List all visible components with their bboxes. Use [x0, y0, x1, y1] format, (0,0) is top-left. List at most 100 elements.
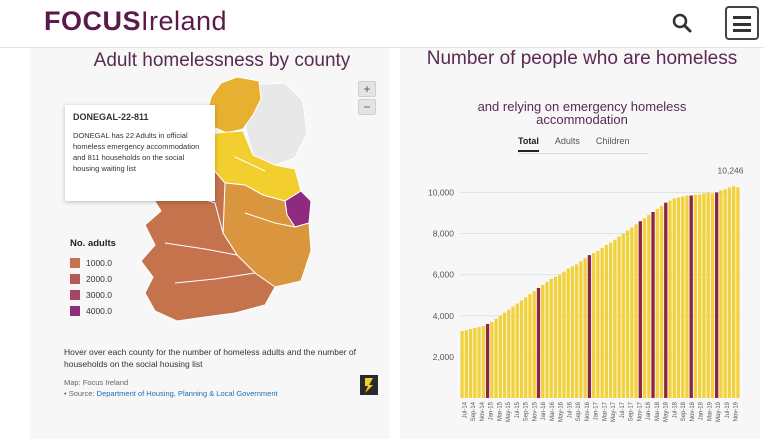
bar — [706, 192, 710, 398]
bar — [600, 247, 604, 398]
x-tick-label: Sep-14 — [471, 401, 477, 421]
bar — [642, 218, 647, 398]
bar — [541, 284, 545, 398]
bar — [604, 244, 609, 398]
x-tick-label: Jul-19 — [725, 401, 731, 418]
bar — [621, 233, 625, 398]
search-icon[interactable] — [671, 12, 693, 34]
bar — [481, 326, 485, 398]
bar — [655, 208, 659, 398]
bar — [532, 291, 536, 398]
bar — [659, 205, 664, 398]
x-tick-label: Mar-19 — [707, 401, 713, 421]
zoom-out-button[interactable]: − — [358, 99, 376, 115]
x-tick-label: May-18 — [664, 401, 670, 422]
hamburger-menu-icon[interactable] — [725, 6, 759, 40]
x-tick-label: Jul-17 — [620, 401, 626, 418]
legend-swatch — [70, 258, 80, 268]
legend-item: 3000.0 — [70, 287, 116, 303]
tab-children[interactable]: Children — [595, 136, 630, 146]
bar — [689, 195, 693, 398]
map-panel: Adult homelessness by county + − DONEGAL… — [30, 48, 390, 439]
map-credit: Map: Focus Ireland • Source: Department … — [64, 377, 278, 399]
bar — [528, 294, 532, 398]
x-tick-label: Nov-18 — [690, 401, 696, 421]
credit-map: Map: Focus Ireland — [64, 378, 129, 387]
bar — [515, 303, 519, 398]
map-legend: No. adults 1000.0 2000.0 3000.0 4000.0 — [70, 238, 116, 319]
bar — [460, 331, 464, 398]
bar — [553, 276, 558, 398]
y-tick-label: 4,000 — [433, 311, 455, 321]
y-tick-label: 6,000 — [433, 270, 455, 280]
bar — [549, 278, 553, 398]
legend-swatch — [70, 306, 80, 316]
x-tick-label: Mar-17 — [602, 401, 608, 421]
x-tick-label: Jul-15 — [515, 401, 521, 418]
legend-item: 4000.0 — [70, 303, 116, 319]
x-tick-label: Sep-18 — [681, 401, 687, 421]
bar — [485, 324, 490, 398]
bar — [668, 200, 672, 398]
bar — [685, 195, 689, 398]
x-tick-label: Nov-17 — [637, 401, 643, 421]
bar — [719, 190, 723, 398]
bar — [727, 187, 732, 398]
bar — [625, 230, 630, 398]
y-tick-label: 8,000 — [433, 229, 455, 239]
bar — [634, 224, 638, 398]
legend-item: 2000.0 — [70, 271, 116, 287]
tab-adults[interactable]: Adults — [554, 136, 580, 146]
bar — [490, 321, 494, 398]
legend-title: No. adults — [70, 238, 116, 249]
bar — [613, 239, 617, 398]
bar — [647, 215, 651, 398]
tab-total[interactable]: Total — [518, 136, 539, 152]
bar — [562, 271, 566, 398]
zoom-in-button[interactable]: + — [358, 81, 376, 97]
bar — [651, 211, 655, 398]
bar — [664, 202, 668, 398]
bar — [608, 242, 613, 398]
legend-label: 4000.0 — [86, 306, 112, 316]
bar — [494, 318, 498, 398]
bar — [566, 268, 570, 398]
x-tick-label: Nov-15 — [532, 401, 538, 421]
bar — [723, 189, 727, 398]
focus-ireland-logo[interactable]: FOCUSIreland — [44, 6, 227, 36]
bar-annotation: 10,246 — [718, 166, 744, 175]
bar — [698, 194, 702, 398]
x-tick-label: Jan-19 — [699, 401, 705, 420]
x-tick-label: Nov-16 — [585, 401, 591, 421]
bar — [464, 330, 469, 398]
x-tick-label: Jan-16 — [541, 401, 547, 420]
bar — [617, 236, 621, 398]
bar — [579, 261, 583, 398]
x-tick-label: May-15 — [506, 401, 512, 422]
bar — [710, 193, 715, 398]
bar — [693, 194, 698, 398]
x-tick-label: Mar-15 — [497, 401, 503, 421]
chart-subtitle: and relying on emergency homeless accomm… — [477, 99, 687, 127]
flourish-logo-icon[interactable] — [360, 375, 378, 395]
bar — [524, 297, 528, 398]
bar — [702, 193, 706, 398]
chart-panel: Number of people who are homeless and re… — [400, 48, 760, 439]
x-tick-label: Mar-18 — [655, 401, 661, 421]
bar — [502, 312, 507, 398]
map-instructions: Hover over each county for the number of… — [64, 347, 356, 369]
bar — [731, 186, 736, 398]
x-tick-label: May-16 — [559, 401, 565, 422]
x-tick-label: Sep-17 — [629, 401, 635, 421]
bar — [545, 281, 549, 398]
bar — [498, 315, 502, 398]
legend-label: 2000.0 — [86, 274, 112, 284]
source-link[interactable]: Department of Housing, Planning & Local … — [96, 389, 278, 398]
chart-title: Number of people who are homeless — [426, 48, 738, 69]
map-title: Adult homelessness by county — [93, 50, 351, 71]
x-tick-label: Jan-17 — [594, 401, 600, 420]
bar — [575, 264, 579, 398]
bar — [468, 329, 473, 398]
county-tooltip: DONEGAL-22-811 DONEGAL has 22 Adults in … — [65, 105, 215, 201]
bar — [681, 196, 685, 398]
